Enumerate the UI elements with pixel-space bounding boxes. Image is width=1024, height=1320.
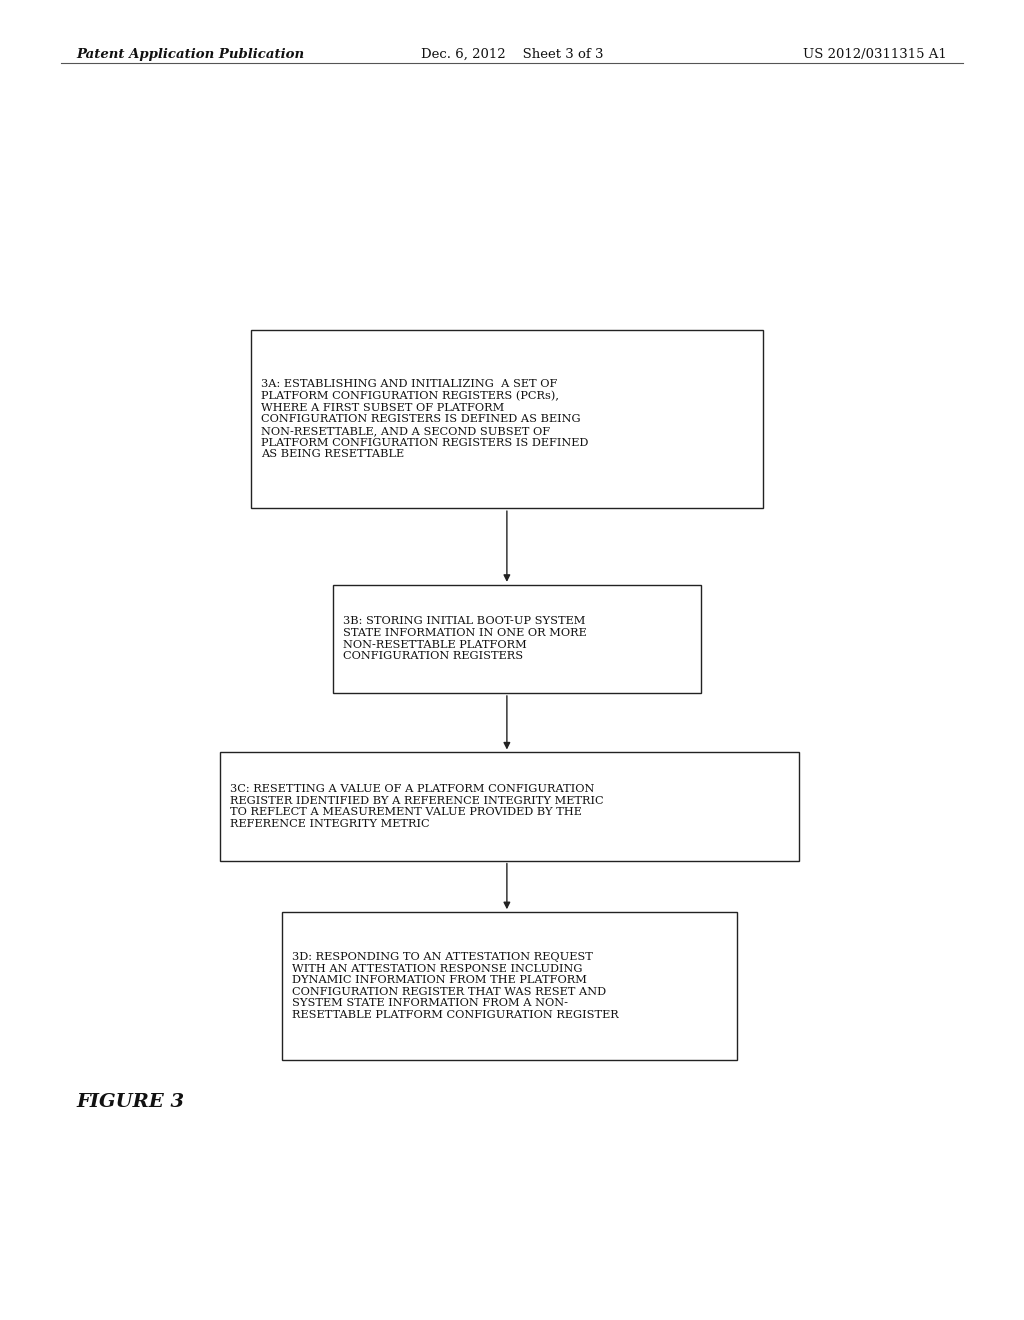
FancyBboxPatch shape xyxy=(333,585,701,693)
Text: Patent Application Publication: Patent Application Publication xyxy=(77,48,305,61)
FancyBboxPatch shape xyxy=(251,330,763,508)
FancyBboxPatch shape xyxy=(282,912,737,1060)
FancyBboxPatch shape xyxy=(220,752,799,861)
Text: Dec. 6, 2012    Sheet 3 of 3: Dec. 6, 2012 Sheet 3 of 3 xyxy=(421,48,603,61)
Text: 3B: STORING INITIAL BOOT-UP SYSTEM
STATE INFORMATION IN ONE OR MORE
NON-RESETTAB: 3B: STORING INITIAL BOOT-UP SYSTEM STATE… xyxy=(343,616,587,661)
Text: 3A: ESTABLISHING AND INITIALIZING  A SET OF
PLATFORM CONFIGURATION REGISTERS (PC: 3A: ESTABLISHING AND INITIALIZING A SET … xyxy=(261,379,589,459)
Text: FIGURE 3: FIGURE 3 xyxy=(77,1093,185,1111)
Text: 3C: RESETTING A VALUE OF A PLATFORM CONFIGURATION
REGISTER IDENTIFIED BY A REFER: 3C: RESETTING A VALUE OF A PLATFORM CONF… xyxy=(230,784,604,829)
Text: 3D: RESPONDING TO AN ATTESTATION REQUEST
WITH AN ATTESTATION RESPONSE INCLUDING
: 3D: RESPONDING TO AN ATTESTATION REQUEST… xyxy=(292,952,618,1020)
Text: US 2012/0311315 A1: US 2012/0311315 A1 xyxy=(804,48,947,61)
